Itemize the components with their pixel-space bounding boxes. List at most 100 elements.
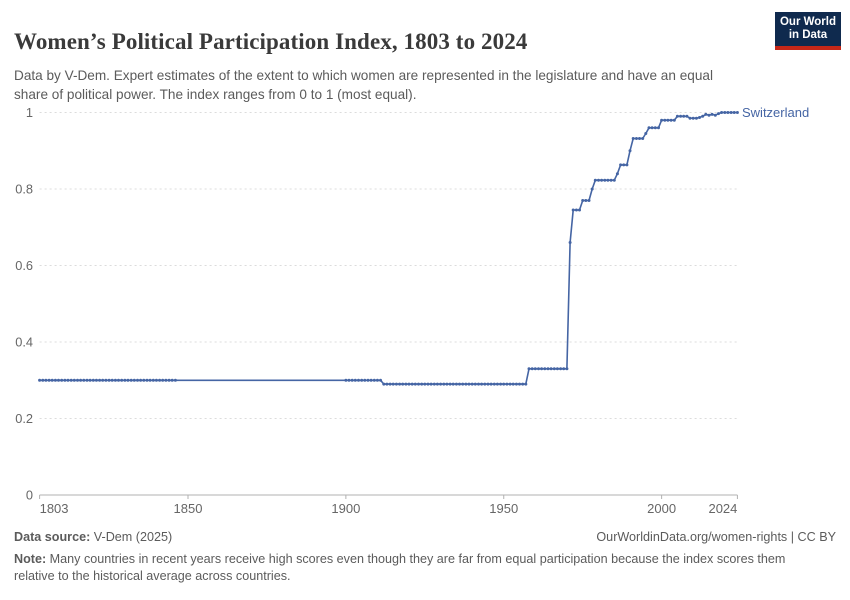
data-point-marker[interactable]	[486, 382, 490, 386]
data-point-marker[interactable]	[657, 126, 660, 130]
data-point-marker[interactable]	[720, 111, 724, 114]
data-point-marker[interactable]	[372, 378, 376, 382]
data-point-marker[interactable]	[675, 114, 679, 118]
data-point-marker[interactable]	[72, 378, 76, 382]
data-point-marker[interactable]	[546, 367, 550, 371]
data-point-marker[interactable]	[688, 116, 692, 120]
data-point-marker[interactable]	[113, 378, 117, 382]
data-point-marker[interactable]	[350, 378, 354, 382]
data-point-marker[interactable]	[404, 382, 408, 386]
data-point-marker[interactable]	[615, 172, 619, 176]
data-point-marker[interactable]	[85, 378, 89, 382]
series-label-switzerland[interactable]: Switzerland	[742, 105, 810, 120]
data-point-marker[interactable]	[521, 382, 525, 386]
data-point-marker[interactable]	[505, 382, 509, 386]
data-point-marker[interactable]	[565, 367, 569, 371]
data-point-marker[interactable]	[167, 378, 171, 382]
data-point-marker[interactable]	[369, 378, 373, 382]
data-point-marker[interactable]	[391, 382, 395, 386]
data-point-marker[interactable]	[514, 382, 518, 386]
data-point-marker[interactable]	[660, 118, 664, 122]
data-point-marker[interactable]	[432, 382, 436, 386]
data-point-marker[interactable]	[694, 116, 698, 120]
owid-logo[interactable]: Our World in Data	[775, 12, 841, 50]
data-point-marker[interactable]	[704, 112, 708, 116]
data-point-marker[interactable]	[401, 382, 405, 386]
data-point-marker[interactable]	[511, 382, 515, 386]
data-point-marker[interactable]	[148, 378, 152, 382]
data-point-marker[interactable]	[82, 378, 86, 382]
data-point-marker[interactable]	[549, 367, 553, 371]
data-point-marker[interactable]	[76, 378, 79, 382]
data-point-marker[interactable]	[88, 378, 92, 382]
data-point-marker[interactable]	[129, 378, 133, 382]
data-point-marker[interactable]	[559, 367, 563, 371]
data-point-marker[interactable]	[650, 126, 654, 130]
data-point-marker[interactable]	[385, 382, 389, 386]
data-point-marker[interactable]	[158, 378, 162, 382]
data-point-marker[interactable]	[508, 382, 512, 386]
data-point-marker[interactable]	[60, 378, 64, 382]
data-point-marker[interactable]	[413, 382, 417, 386]
data-point-marker[interactable]	[458, 382, 461, 386]
data-point-marker[interactable]	[423, 382, 427, 386]
data-point-marker[interactable]	[666, 118, 670, 122]
data-point-marker[interactable]	[609, 178, 613, 182]
data-point-marker[interactable]	[672, 118, 676, 122]
data-point-marker[interactable]	[647, 126, 651, 130]
data-point-marker[interactable]	[57, 378, 60, 382]
data-point-marker[interactable]	[555, 367, 559, 371]
data-point-marker[interactable]	[126, 378, 130, 382]
data-point-marker[interactable]	[410, 382, 414, 386]
data-point-marker[interactable]	[707, 113, 711, 117]
data-point-marker[interactable]	[79, 378, 83, 382]
data-point-marker[interactable]	[717, 112, 720, 116]
data-point-marker[interactable]	[101, 378, 105, 382]
data-point-marker[interactable]	[442, 382, 446, 386]
data-point-marker[interactable]	[398, 382, 402, 386]
data-point-marker[interactable]	[606, 178, 610, 182]
data-point-marker[interactable]	[344, 378, 348, 382]
data-point-marker[interactable]	[682, 114, 686, 118]
rights-link[interactable]: OurWorldinData.org/women-rights | CC BY	[596, 530, 836, 544]
data-point-marker[interactable]	[701, 114, 705, 118]
data-point-marker[interactable]	[698, 116, 701, 119]
data-point-marker[interactable]	[530, 367, 534, 371]
data-point-marker[interactable]	[723, 111, 727, 114]
data-point-marker[interactable]	[170, 378, 174, 382]
data-point-marker[interactable]	[574, 208, 578, 212]
data-point-marker[interactable]	[685, 114, 689, 118]
data-point-marker[interactable]	[375, 378, 379, 382]
data-point-marker[interactable]	[533, 367, 537, 371]
data-point-marker[interactable]	[379, 378, 383, 382]
data-point-marker[interactable]	[492, 382, 496, 386]
data-point-marker[interactable]	[470, 382, 474, 386]
data-point-marker[interactable]	[628, 149, 632, 153]
data-point-marker[interactable]	[123, 378, 127, 382]
data-point-marker[interactable]	[357, 378, 360, 382]
data-point-marker[interactable]	[38, 378, 42, 382]
data-point-marker[interactable]	[136, 378, 139, 382]
data-point-marker[interactable]	[537, 367, 540, 371]
data-point-marker[interactable]	[173, 378, 177, 382]
data-point-marker[interactable]	[94, 378, 98, 382]
data-point-marker[interactable]	[69, 378, 73, 382]
data-point-marker[interactable]	[735, 111, 739, 114]
data-point-marker[interactable]	[420, 382, 424, 386]
data-point-marker[interactable]	[104, 378, 108, 382]
data-point-marker[interactable]	[638, 137, 641, 140]
data-point-marker[interactable]	[597, 178, 600, 182]
data-point-marker[interactable]	[164, 378, 168, 382]
data-point-marker[interactable]	[499, 382, 503, 386]
data-point-marker[interactable]	[713, 113, 717, 117]
data-point-marker[interactable]	[524, 382, 528, 386]
data-point-marker[interactable]	[480, 382, 484, 386]
data-point-marker[interactable]	[91, 378, 95, 382]
data-point-marker[interactable]	[382, 382, 386, 386]
data-point-marker[interactable]	[107, 378, 111, 382]
data-point-marker[interactable]	[600, 178, 604, 182]
data-point-marker[interactable]	[518, 382, 521, 386]
data-point-marker[interactable]	[477, 382, 480, 386]
data-point-marker[interactable]	[63, 378, 67, 382]
